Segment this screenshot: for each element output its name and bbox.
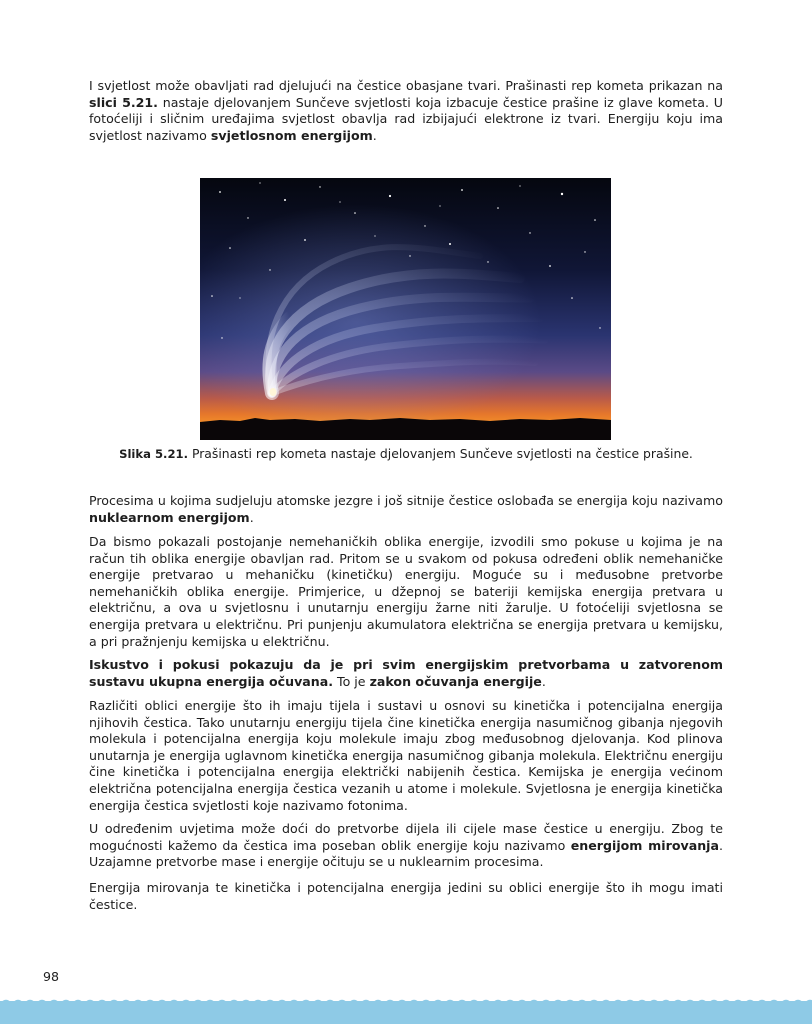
paragraph-text: To je	[333, 674, 370, 689]
paragraph-text: Procesima u kojima sudjeluju atomske jez…	[89, 493, 723, 508]
comet-photo	[200, 178, 611, 440]
paragraph-nuclear-energy: Procesima u kojima sudjeluju atomske jez…	[89, 493, 723, 526]
page-number: 98	[43, 969, 59, 984]
term-light-energy: svjetlosnom energijom	[211, 128, 373, 143]
sky-glow	[200, 178, 611, 440]
figure-reference: slici 5.21.	[89, 95, 158, 110]
bottom-decorative-band	[0, 1001, 812, 1024]
comet-head	[270, 388, 277, 396]
paragraph-conservation-law: Iskustvo i pokusi pokazuju da je pri svi…	[89, 657, 723, 690]
term-nuclear-energy: nuklearnom energijom	[89, 510, 250, 525]
paragraph-energy-conversions: Da bismo pokazali postojanje nemehanički…	[89, 534, 723, 650]
paragraph-summary: Energija mirovanja te kinetička i potenc…	[89, 880, 723, 913]
paragraph-text: nastaje djelovanjem Sunčeve svjetlosti k…	[89, 95, 723, 143]
paragraph-text: I svjetlost može obavljati rad djelujući…	[89, 78, 723, 93]
paragraph-particle-energy: Različiti oblici energije što ih imaju t…	[89, 698, 723, 814]
figure-caption-text: Prašinasti rep kometa nastaje djelovanje…	[188, 446, 693, 461]
paragraph-text: .	[542, 674, 546, 689]
figure-caption: Slika 5.21. Prašinasti rep kometa nastaj…	[89, 446, 723, 462]
figure-label: Slika 5.21.	[119, 447, 188, 461]
paragraph-rest-energy: U određenim uvjetima može doći do pretvo…	[89, 821, 723, 871]
term-conservation-law: zakon očuvanja energije	[370, 674, 542, 689]
paragraph-light-energy: I svjetlost može obavljati rad djelujući…	[89, 78, 723, 144]
horizon-silhouette	[200, 418, 611, 440]
paragraph-text: .	[373, 128, 377, 143]
term-rest-energy: energijom mirovanja	[571, 838, 719, 853]
paragraph-text: .	[250, 510, 254, 525]
